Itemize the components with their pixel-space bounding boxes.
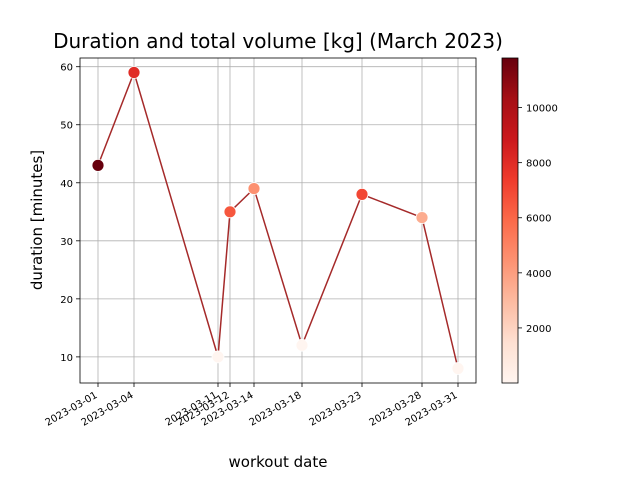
series-line <box>97 70 459 369</box>
plot-frame <box>79 57 477 384</box>
y-tick-label: 30 <box>60 237 73 248</box>
x-tick-label: 2023-03-23 <box>308 390 364 429</box>
data-point <box>91 158 105 172</box>
data-point <box>451 362 465 375</box>
colorbar-tick-label: 8000 <box>526 159 551 170</box>
chart-title: Duration and total volume [kg] (March 20… <box>53 29 503 53</box>
y-tick-label: 40 <box>60 179 73 190</box>
colorbar-gradient <box>501 57 519 384</box>
data-point <box>295 338 309 352</box>
x-axis-label: workout date <box>229 453 328 471</box>
colorbar-tick-label: 4000 <box>526 269 551 280</box>
colorbar-tick-label: 2000 <box>526 324 551 335</box>
plot-layer <box>91 66 465 375</box>
x-tick-label: 2023-03-18 <box>248 390 304 429</box>
data-point <box>415 211 429 224</box>
colorbar: 2000 4000 6000 8000 10000 <box>501 57 558 384</box>
data-point <box>355 187 369 201</box>
y-tick-label: 60 <box>60 63 73 74</box>
data-point <box>127 66 141 79</box>
y-tick-label: 10 <box>60 353 73 364</box>
data-point <box>247 182 261 195</box>
colorbar-tick-label: 6000 <box>526 214 551 225</box>
colorbar-tick-label: 10000 <box>526 104 558 115</box>
data-point <box>223 205 237 219</box>
y-tick-label: 50 <box>60 121 73 132</box>
data-point <box>211 350 225 364</box>
y-tick-label: 20 <box>60 295 73 306</box>
y-axis-label: duration [minutes] <box>28 150 46 290</box>
